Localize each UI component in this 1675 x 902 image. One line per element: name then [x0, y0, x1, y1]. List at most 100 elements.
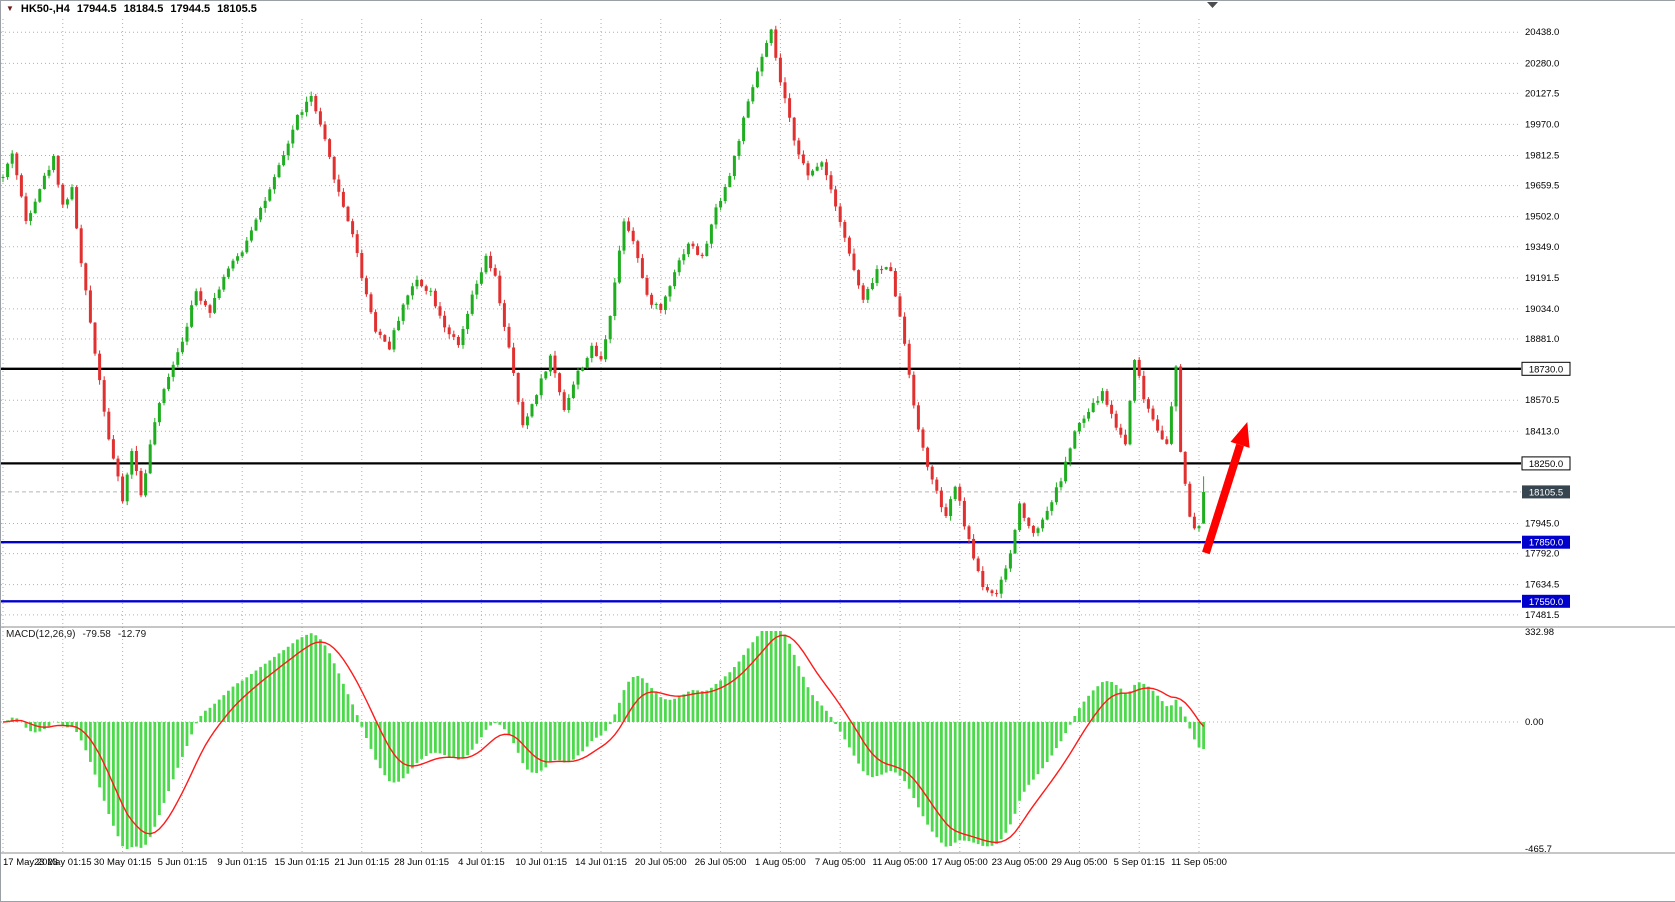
candle-body [613, 282, 617, 316]
candle-body [162, 389, 166, 403]
candle-body [627, 221, 631, 231]
candle-body [953, 486, 957, 499]
candle-body [719, 201, 723, 208]
candle-body [1004, 568, 1008, 580]
candle-body [926, 447, 930, 467]
candle-body [1133, 360, 1137, 401]
macd-main-value: -79.58 [82, 629, 111, 640]
candle-body [286, 143, 290, 156]
candle-body [240, 252, 244, 257]
candle-body [958, 486, 962, 501]
candle-body [650, 294, 654, 305]
y-axis-label: 19191.5 [1525, 273, 1559, 284]
candle-body [530, 404, 534, 417]
candle-body [199, 291, 203, 301]
candle-body [1022, 503, 1026, 518]
candle-body [1146, 399, 1150, 409]
candle-body [668, 286, 672, 297]
candle-body [774, 29, 778, 58]
candle-body [1179, 366, 1183, 452]
candle-body [976, 558, 980, 571]
x-axis-label: 20 Jul 05:00 [635, 857, 687, 868]
candle-body [1160, 430, 1164, 440]
candle-body [167, 377, 171, 390]
candle-body [102, 380, 106, 412]
macd-signal-line [2, 634, 1205, 844]
horizontal-levels [1, 367, 1521, 603]
candle-body [1169, 406, 1173, 444]
candle-body [194, 291, 198, 306]
candle-body [838, 206, 842, 222]
candle-body [245, 240, 249, 253]
candle-body [562, 392, 566, 410]
chart-symbol-icon: ▼ [6, 4, 14, 13]
candle-body [916, 405, 920, 430]
candle-body [912, 374, 916, 406]
candle-body [608, 316, 612, 340]
price-level-badge [1521, 361, 1571, 376]
x-axis-label: 5 Jun 01:15 [158, 857, 208, 868]
candle-body [806, 163, 810, 176]
candle-body [470, 294, 474, 314]
candle-body [401, 304, 405, 321]
candle-body [769, 29, 773, 43]
candle-body [516, 373, 520, 402]
candle-body [1188, 483, 1192, 517]
candle-body [1054, 487, 1058, 503]
candle-body [1027, 517, 1031, 526]
candle-body [1174, 366, 1178, 407]
x-axis-label: 28 Jun 01:15 [394, 857, 449, 868]
y-axis-label: 17792.0 [1525, 549, 1559, 560]
candle-body [944, 507, 948, 516]
x-axis-label: 17 Aug 05:00 [932, 857, 988, 868]
trend-arrow-head [1230, 422, 1250, 448]
candle-body [134, 451, 138, 471]
x-axis-label: 10 Jul 01:15 [515, 857, 567, 868]
candle-body [249, 230, 253, 241]
y-axis-label: 19970.0 [1525, 119, 1559, 130]
candle-body [751, 87, 755, 102]
candle-body [981, 571, 985, 587]
candle-body [337, 179, 341, 192]
candle-body [38, 189, 42, 202]
macd-axis-top-label: 332.98 [1525, 627, 1554, 638]
candle-body [438, 306, 442, 316]
macd-signal [2, 634, 1205, 844]
candle-body [852, 253, 856, 270]
x-axis-label: 7 Aug 05:00 [815, 857, 866, 868]
panel-frames [1, 626, 1675, 854]
price-level-badge-text: 17850.0 [1529, 538, 1563, 549]
candle-body [861, 285, 865, 300]
y-axis-label: 20438.0 [1525, 27, 1559, 38]
y-axis-label: 17634.5 [1525, 580, 1559, 591]
candle-body [107, 411, 111, 440]
candle-body [558, 373, 562, 393]
candle-body [323, 124, 327, 140]
candle-body [659, 304, 663, 310]
candle-body [990, 590, 994, 594]
candle-body [755, 71, 759, 88]
candle-body [962, 500, 966, 527]
candle-body [903, 316, 907, 344]
candle-body [737, 141, 741, 156]
candle-body [571, 384, 575, 398]
candle-body [1202, 491, 1206, 524]
price-level-badge [1522, 535, 1570, 549]
y-axis-label: 17481.5 [1525, 610, 1559, 621]
candle-body [815, 166, 819, 171]
candle-body [889, 267, 893, 271]
candle-body [61, 184, 65, 205]
candle-body [171, 364, 175, 377]
candle-body [1050, 502, 1054, 511]
candle-body [139, 470, 143, 496]
x-axis-label: 11 Aug 05:00 [872, 857, 927, 868]
candle-body [617, 250, 621, 283]
y-axis-label: 20127.5 [1525, 88, 1559, 99]
candle-body [590, 345, 594, 358]
candle-body [1123, 434, 1127, 445]
candle-body [1151, 408, 1155, 420]
candle-body [203, 300, 207, 306]
candle-body [1013, 530, 1017, 554]
candle-body [884, 267, 888, 270]
